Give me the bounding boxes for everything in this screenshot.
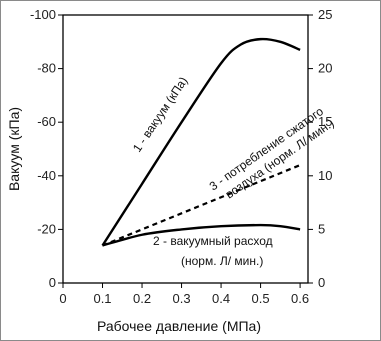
- x-axis-title: Рабочее давление (МПа): [97, 318, 261, 334]
- y-left-tick-label: -80: [37, 61, 56, 76]
- x-tick-label: 0.1: [93, 291, 111, 306]
- series-1-line: [101, 37, 301, 247]
- y-right-tick-label: 10: [318, 168, 332, 183]
- y-left-tick-label: -20: [37, 221, 56, 236]
- x-tick-label: 0.2: [133, 291, 151, 306]
- ticks-layer: 0 0.1 0.2 0.3 0.4 0.5 0.6 -100 -80 -60 -40 -20 0 25 20…: [30, 7, 333, 306]
- x-tick-label: 0: [59, 291, 66, 306]
- y-axis-title: Вакуум (кПа): [6, 107, 22, 191]
- x-tick-label: 0.6: [291, 291, 309, 306]
- x-tick-label: 0.4: [212, 291, 230, 306]
- y-left-tick-label: -60: [37, 114, 56, 129]
- x-tick-label: 0.3: [173, 291, 191, 306]
- y-left-tick-label: -100: [30, 7, 56, 22]
- y-right-tick-label: 25: [318, 7, 332, 22]
- series-2-label-line2: (норм. Л/ мин.): [181, 254, 263, 268]
- y-right-tick-label: 5: [318, 221, 325, 236]
- x-tick-label: 0.5: [252, 291, 270, 306]
- series-layer: [101, 37, 301, 247]
- y-right-tick-label: 20: [318, 61, 332, 76]
- plot-area: [62, 14, 309, 284]
- series-2-label-line1: 2 - вакуумный расход: [153, 234, 273, 248]
- y-left-tick-label: 0: [49, 275, 56, 290]
- series-1-label: 1 - вакуум (кПа): [130, 74, 191, 154]
- y-right-tick-label: 15: [318, 114, 332, 129]
- y-left-tick-label: -40: [37, 168, 56, 183]
- y-right-tick-label: 0: [318, 275, 325, 290]
- series-2-line: [102, 223, 301, 247]
